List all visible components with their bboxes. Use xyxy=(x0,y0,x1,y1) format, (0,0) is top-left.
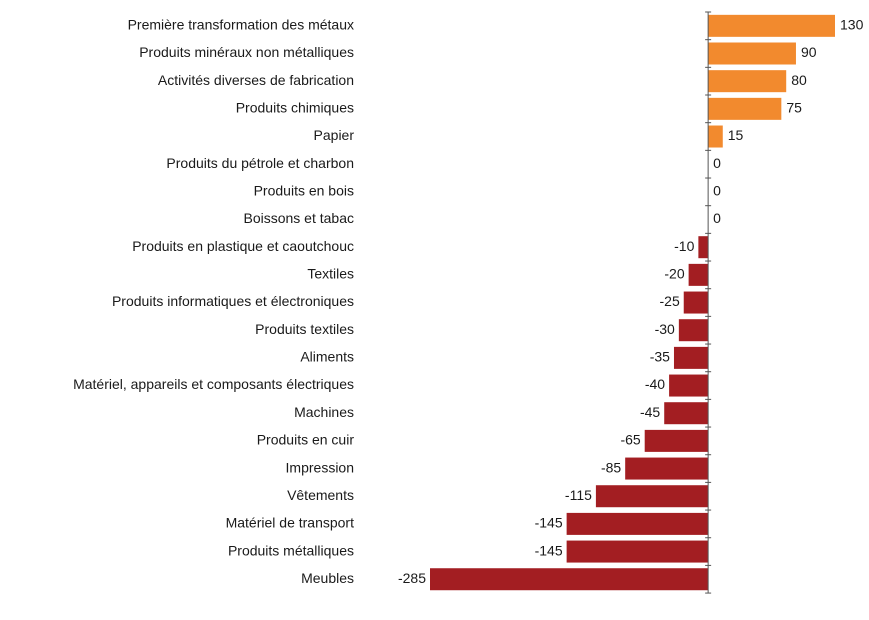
value-label: -285 xyxy=(398,570,426,586)
bar xyxy=(625,457,709,480)
value-label: -145 xyxy=(535,542,563,558)
category-label: Impression xyxy=(286,459,354,475)
category-label: Produits chimiques xyxy=(236,100,354,116)
category-label: Produits métalliques xyxy=(228,542,354,558)
bar xyxy=(708,125,723,148)
value-label: -20 xyxy=(664,266,684,282)
category-label: Machines xyxy=(294,404,354,420)
bar xyxy=(683,291,709,314)
category-label: Aliments xyxy=(300,349,354,365)
value-label: -45 xyxy=(640,404,660,420)
bar xyxy=(566,540,709,563)
value-label: 0 xyxy=(713,155,721,171)
value-label: -65 xyxy=(620,432,640,448)
bar xyxy=(708,70,787,93)
value-label: -30 xyxy=(655,321,675,337)
category-label: Produits du pétrole et charbon xyxy=(166,155,354,171)
category-label: Matériel de transport xyxy=(226,515,355,531)
value-label: 130 xyxy=(840,17,864,33)
category-label: Produits en cuir xyxy=(257,432,355,448)
value-label: -115 xyxy=(565,487,592,503)
category-label: Produits informatiques et électroniques xyxy=(112,293,354,309)
category-label: Vêtements xyxy=(287,487,354,503)
bar xyxy=(678,319,709,342)
bar xyxy=(708,97,782,120)
category-label: Papier xyxy=(314,127,355,143)
category-label: Première transformation des métaux xyxy=(128,17,354,33)
category-label: Produits en plastique et caoutchouc xyxy=(132,238,354,254)
value-label: -35 xyxy=(650,349,670,365)
bar xyxy=(430,568,709,591)
bar xyxy=(644,429,709,452)
bar xyxy=(708,14,835,37)
bar xyxy=(708,42,796,65)
bar xyxy=(688,263,709,286)
bar xyxy=(673,346,709,369)
value-label: -40 xyxy=(645,376,665,392)
value-label: 80 xyxy=(791,72,807,88)
category-label: Produits textiles xyxy=(255,321,354,337)
bar xyxy=(698,236,709,259)
category-label: Activités diverses de fabrication xyxy=(158,72,354,88)
category-label: Matériel, appareils et composants électr… xyxy=(73,376,354,392)
category-label: Produits en bois xyxy=(254,183,354,199)
value-label: -85 xyxy=(601,459,621,475)
bar xyxy=(664,402,709,425)
category-label: Textiles xyxy=(307,266,354,282)
value-label: 15 xyxy=(728,127,744,143)
value-label: 0 xyxy=(713,210,721,226)
value-label: -145 xyxy=(535,515,563,531)
category-label: Meubles xyxy=(301,570,354,586)
category-label: Produits minéraux non métalliques xyxy=(139,44,354,60)
bar xyxy=(566,512,709,535)
value-label: 90 xyxy=(801,44,817,60)
value-label: 75 xyxy=(786,100,802,116)
value-label: 0 xyxy=(713,183,721,199)
value-label: -25 xyxy=(660,293,680,309)
bar xyxy=(669,374,709,397)
bar xyxy=(595,485,709,508)
value-label: -10 xyxy=(674,238,694,254)
category-label: Boissons et tabac xyxy=(243,210,354,226)
